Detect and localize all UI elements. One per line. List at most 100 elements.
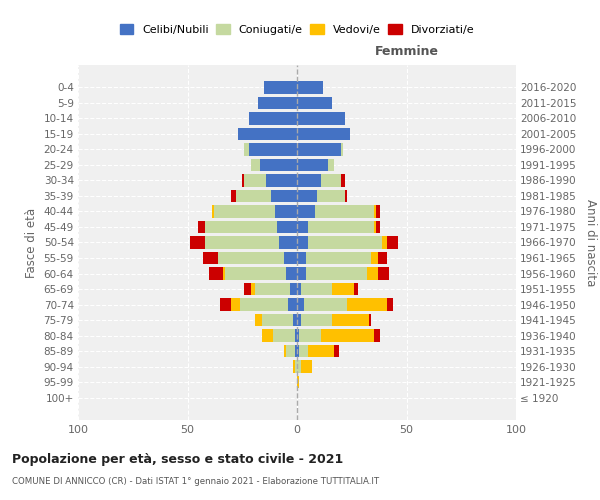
Bar bbox=[297, 268, 306, 280]
Bar bbox=[220, 298, 232, 311]
Bar bbox=[297, 330, 299, 342]
Bar bbox=[262, 314, 293, 326]
Bar bbox=[280, 236, 297, 248]
Bar bbox=[378, 252, 387, 264]
Bar bbox=[374, 221, 376, 233]
Bar bbox=[297, 190, 317, 202]
Bar bbox=[297, 158, 328, 171]
Bar bbox=[301, 314, 332, 326]
Bar bbox=[317, 190, 345, 202]
Bar bbox=[334, 345, 338, 358]
Bar bbox=[212, 206, 214, 218]
Bar bbox=[376, 206, 380, 218]
Bar bbox=[240, 298, 288, 311]
Bar bbox=[295, 330, 297, 342]
Bar bbox=[347, 298, 387, 311]
Bar bbox=[257, 96, 297, 109]
Bar bbox=[382, 236, 387, 248]
Bar bbox=[328, 158, 334, 171]
Bar bbox=[297, 314, 301, 326]
Bar bbox=[374, 330, 380, 342]
Bar bbox=[387, 298, 394, 311]
Bar bbox=[299, 330, 321, 342]
Bar bbox=[271, 190, 297, 202]
Bar bbox=[345, 190, 347, 202]
Bar bbox=[262, 330, 273, 342]
Bar bbox=[284, 252, 297, 264]
Bar bbox=[297, 236, 308, 248]
Bar bbox=[297, 81, 323, 94]
Bar bbox=[306, 268, 367, 280]
Bar bbox=[264, 81, 297, 94]
Bar bbox=[286, 345, 295, 358]
Bar bbox=[301, 360, 313, 373]
Bar bbox=[205, 236, 280, 248]
Bar bbox=[190, 236, 205, 248]
Bar bbox=[232, 298, 240, 311]
Bar bbox=[308, 345, 334, 358]
Bar bbox=[306, 252, 371, 264]
Bar bbox=[332, 283, 354, 296]
Bar bbox=[301, 283, 332, 296]
Bar bbox=[299, 345, 308, 358]
Bar bbox=[297, 221, 308, 233]
Bar bbox=[297, 298, 304, 311]
Bar bbox=[277, 221, 297, 233]
Bar bbox=[376, 221, 380, 233]
Bar bbox=[286, 268, 297, 280]
Bar bbox=[260, 158, 297, 171]
Text: COMUNE DI ANNICCO (CR) - Dati ISTAT 1° gennaio 2021 - Elaborazione TUTTITALIA.IT: COMUNE DI ANNICCO (CR) - Dati ISTAT 1° g… bbox=[12, 478, 379, 486]
Bar bbox=[225, 268, 286, 280]
Bar bbox=[314, 206, 374, 218]
Bar bbox=[244, 283, 251, 296]
Bar bbox=[273, 330, 295, 342]
Bar bbox=[321, 330, 374, 342]
Bar bbox=[297, 360, 301, 373]
Bar bbox=[297, 252, 306, 264]
Bar bbox=[249, 143, 297, 156]
Bar bbox=[297, 174, 321, 186]
Bar bbox=[297, 376, 299, 388]
Bar bbox=[308, 221, 374, 233]
Bar bbox=[374, 206, 376, 218]
Bar bbox=[378, 268, 389, 280]
Bar bbox=[295, 360, 297, 373]
Bar bbox=[371, 252, 378, 264]
Bar bbox=[354, 283, 358, 296]
Bar bbox=[205, 221, 277, 233]
Bar bbox=[369, 314, 371, 326]
Bar bbox=[209, 268, 223, 280]
Bar bbox=[218, 252, 284, 264]
Bar bbox=[238, 128, 297, 140]
Bar bbox=[290, 283, 297, 296]
Bar bbox=[293, 314, 297, 326]
Bar bbox=[249, 112, 297, 124]
Bar bbox=[266, 174, 297, 186]
Y-axis label: Fasce di età: Fasce di età bbox=[25, 208, 38, 278]
Bar bbox=[304, 298, 347, 311]
Bar bbox=[308, 236, 382, 248]
Text: Femmine: Femmine bbox=[374, 45, 439, 58]
Bar bbox=[297, 345, 299, 358]
Bar bbox=[387, 236, 398, 248]
Bar bbox=[251, 158, 260, 171]
Bar bbox=[236, 190, 271, 202]
Bar bbox=[288, 298, 297, 311]
Text: Popolazione per età, sesso e stato civile - 2021: Popolazione per età, sesso e stato civil… bbox=[12, 452, 343, 466]
Bar bbox=[297, 96, 332, 109]
Bar bbox=[284, 345, 286, 358]
Bar bbox=[251, 283, 256, 296]
Bar bbox=[256, 314, 262, 326]
Bar bbox=[275, 206, 297, 218]
Bar bbox=[242, 174, 244, 186]
Bar bbox=[297, 283, 301, 296]
Bar bbox=[341, 143, 343, 156]
Bar bbox=[223, 268, 225, 280]
Bar bbox=[341, 174, 345, 186]
Bar bbox=[332, 314, 369, 326]
Bar bbox=[297, 112, 345, 124]
Y-axis label: Anni di nascita: Anni di nascita bbox=[584, 199, 597, 286]
Bar bbox=[244, 174, 266, 186]
Bar bbox=[321, 174, 341, 186]
Bar bbox=[293, 360, 295, 373]
